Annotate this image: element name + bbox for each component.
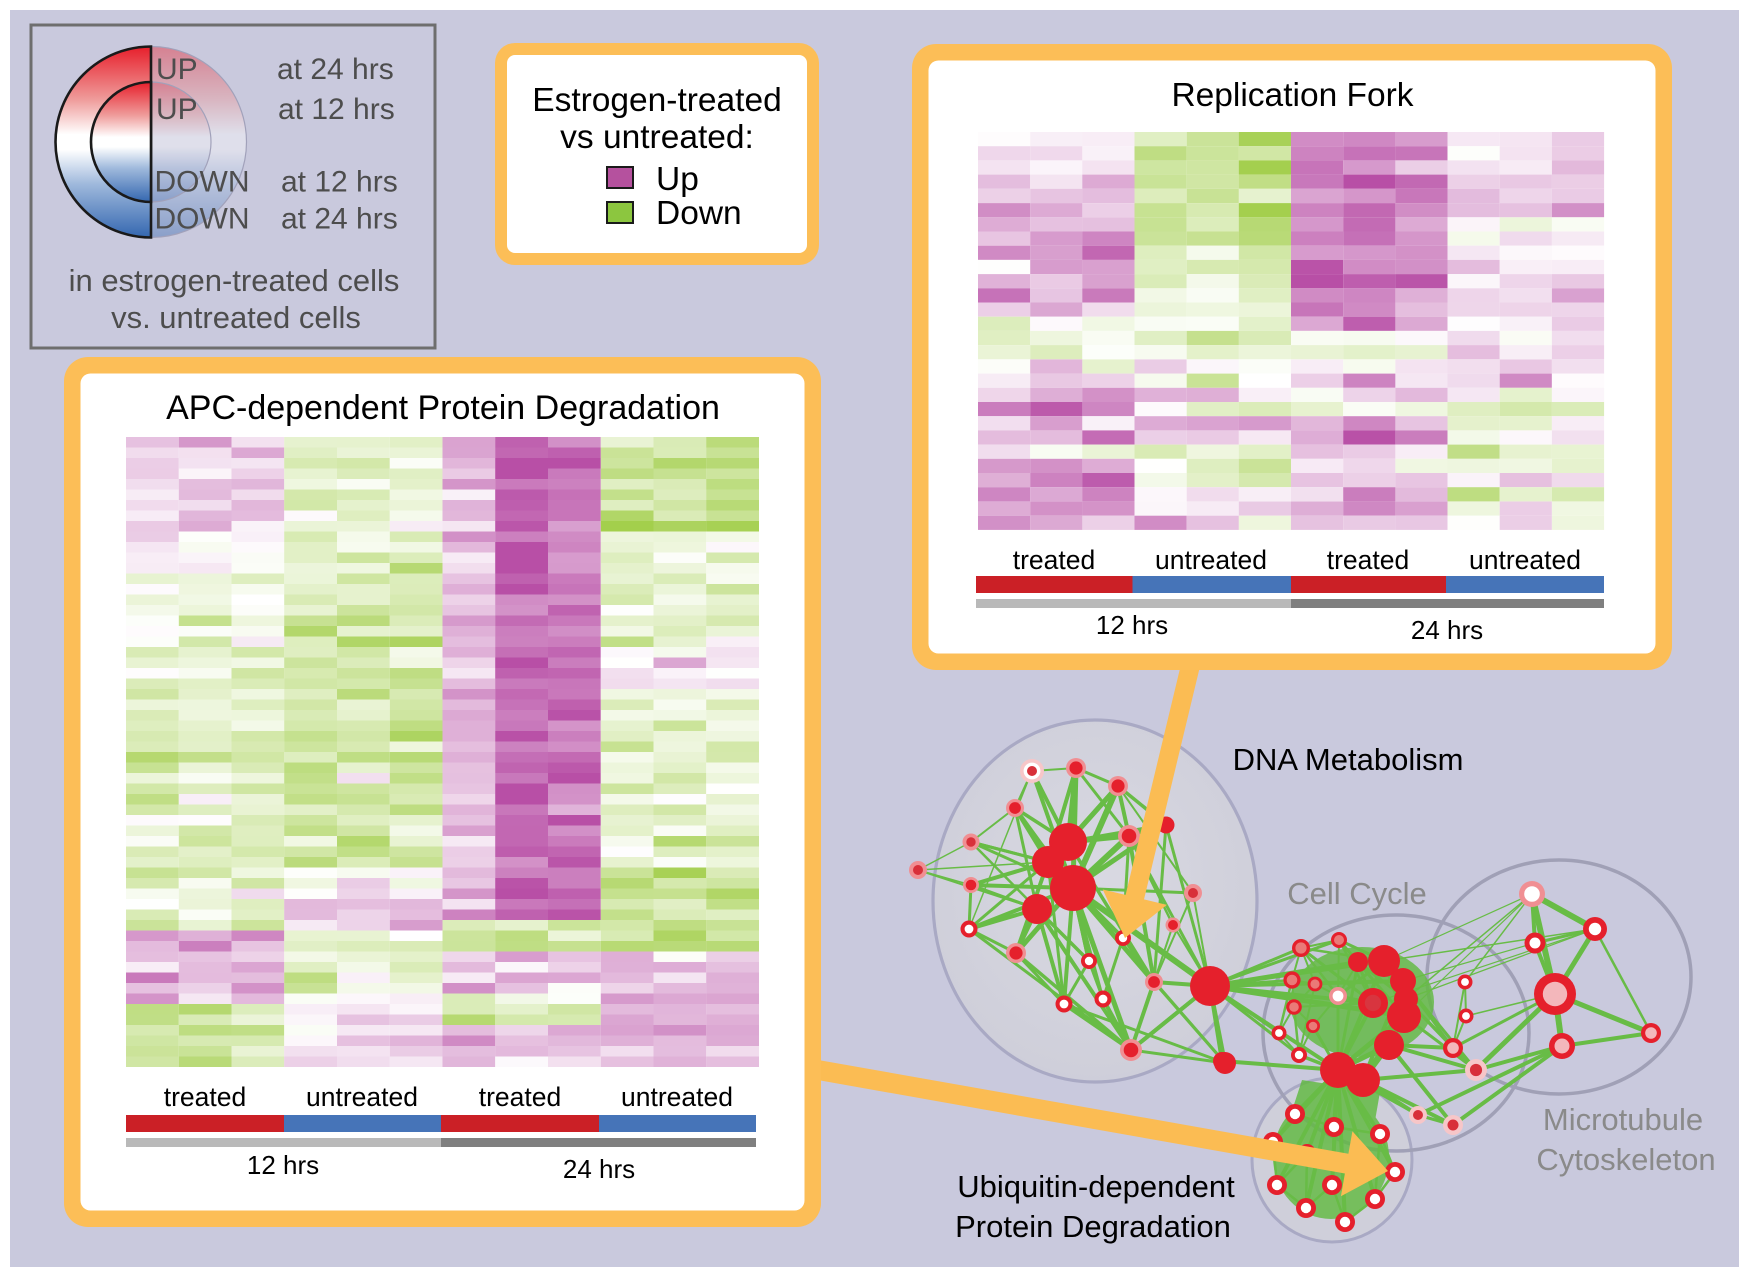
svg-text:untreated: untreated: [1469, 545, 1581, 575]
svg-text:Replication Fork: Replication Fork: [1171, 77, 1413, 114]
svg-text:24 hrs: 24 hrs: [563, 1154, 635, 1184]
svg-text:treated: treated: [164, 1082, 247, 1112]
svg-text:treated: treated: [1327, 545, 1410, 575]
svg-text:Down: Down: [656, 195, 742, 232]
svg-text:vs. untreated cells: vs. untreated cells: [111, 300, 361, 335]
svg-text:24 hrs: 24 hrs: [1411, 615, 1483, 645]
svg-text:12 hrs: 12 hrs: [247, 1150, 319, 1180]
svg-text:in estrogen-treated cells: in estrogen-treated cells: [69, 263, 400, 298]
svg-text:UP: UP: [156, 53, 198, 86]
svg-text:untreated: untreated: [621, 1082, 733, 1112]
svg-text:untreated: untreated: [306, 1082, 418, 1112]
svg-text:Cytoskeleton: Cytoskeleton: [1536, 1142, 1715, 1177]
svg-text:at 24 hrs: at 24 hrs: [277, 53, 394, 86]
svg-text:APC-dependent Protein Degradat: APC-dependent Protein Degradation: [166, 389, 720, 427]
svg-text:Microtubule: Microtubule: [1543, 1102, 1703, 1137]
svg-text:at 24 hrs: at 24 hrs: [281, 203, 398, 236]
svg-text:UP: UP: [156, 93, 198, 126]
svg-text:at 12 hrs: at 12 hrs: [281, 166, 398, 199]
svg-text:Cell Cycle: Cell Cycle: [1287, 876, 1427, 911]
svg-text:untreated: untreated: [1155, 545, 1267, 575]
svg-text:vs untreated:: vs untreated:: [560, 119, 754, 156]
svg-text:DNA Metabolism: DNA Metabolism: [1233, 742, 1464, 777]
svg-text:treated: treated: [479, 1082, 562, 1112]
svg-text:Protein Degradation: Protein Degradation: [955, 1209, 1231, 1244]
svg-text:Up: Up: [656, 161, 699, 198]
svg-text:Ubiquitin-dependent: Ubiquitin-dependent: [957, 1169, 1235, 1204]
svg-text:Estrogen-treated: Estrogen-treated: [532, 82, 782, 119]
svg-text:12 hrs: 12 hrs: [1096, 610, 1168, 640]
svg-text:DOWN: DOWN: [155, 166, 250, 199]
svg-text:DOWN: DOWN: [155, 203, 250, 236]
svg-text:treated: treated: [1013, 545, 1096, 575]
svg-text:at 12 hrs: at 12 hrs: [278, 93, 395, 126]
